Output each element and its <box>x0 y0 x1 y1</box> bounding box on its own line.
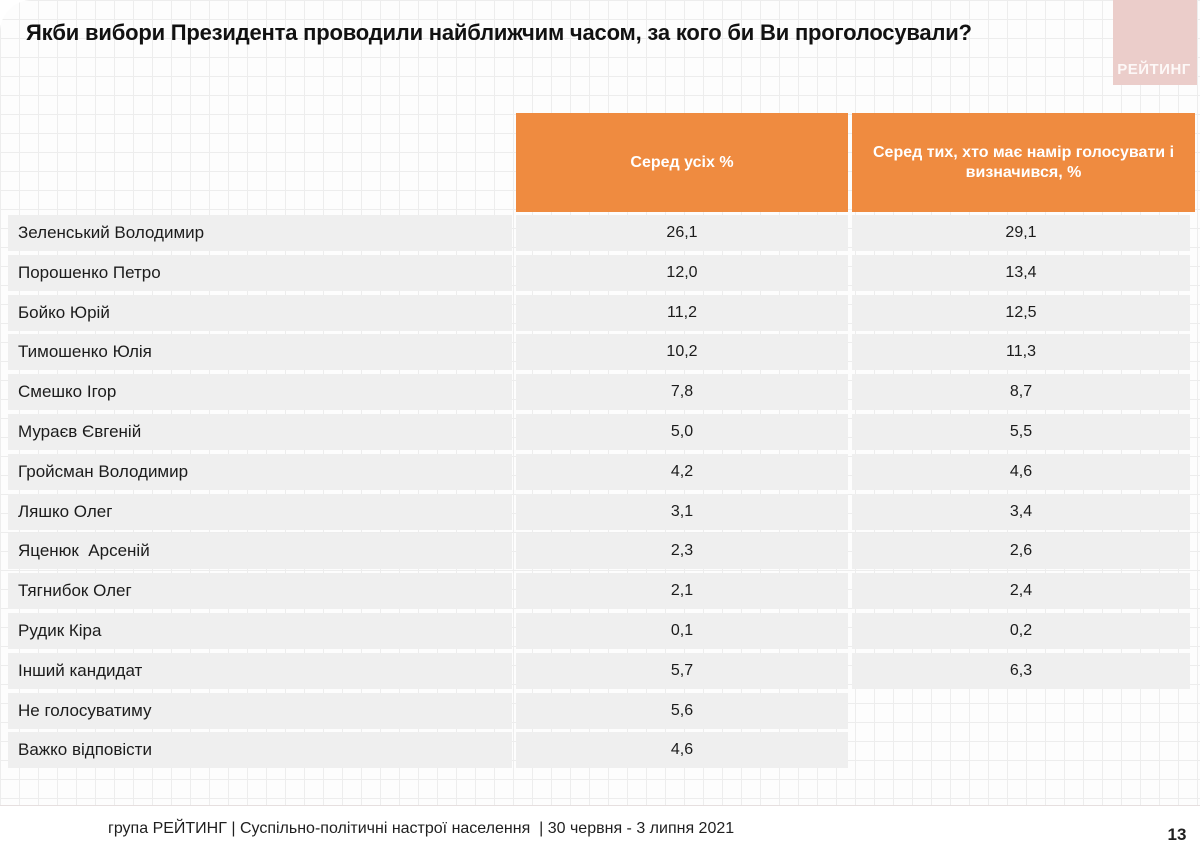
value-among-decided-cell <box>852 693 1190 729</box>
candidate-name-cell: Бойко Юрій <box>8 294 512 331</box>
value-among-decided-cell: 2,6 <box>852 533 1190 570</box>
table-rows: Зеленський Володимир 26,1 29,1 Порошенко Пе… <box>8 215 1190 772</box>
candidate-name-cell: Зеленський Володимир <box>8 215 512 251</box>
candidate-name-cell: Порошенко Петро <box>8 254 512 291</box>
value-among-decided-cell: 11,3 <box>852 334 1190 371</box>
value-among-all-cell: 7,8 <box>516 374 848 411</box>
table-row: Бойко Юрій 11,2 12,5 <box>8 294 1190 331</box>
table-row: Мураєв Євгеній 5,0 5,5 <box>8 413 1190 450</box>
column-header-among-decided: Серед тих, хто має намір голосувати і ви… <box>852 113 1195 212</box>
value-among-decided-cell: 0,2 <box>852 612 1190 649</box>
value-among-all-cell: 11,2 <box>516 294 848 331</box>
candidate-name-cell: Важко відповісти <box>8 732 512 769</box>
table-row: Рудик Кіра 0,1 0,2 <box>8 612 1190 649</box>
table-row: Не голосуватиму 5,6 <box>8 692 1190 729</box>
value-among-decided-cell: 5,5 <box>852 413 1190 450</box>
value-among-all-cell: 10,2 <box>516 334 848 371</box>
value-among-all-cell: 26,1 <box>516 215 848 251</box>
value-among-decided-cell <box>852 732 1190 768</box>
candidate-name-cell: Тягнибок Олег <box>8 573 512 610</box>
page-number: 13 <box>1167 825 1187 844</box>
table-row: Інший кандидат 5,7 6,3 <box>8 652 1190 689</box>
value-among-all-cell: 2,3 <box>516 533 848 570</box>
value-among-decided-cell: 13,4 <box>852 254 1190 291</box>
table-row: Ляшко Олег 3,1 3,4 <box>8 493 1190 530</box>
value-among-all-cell: 0,1 <box>516 612 848 649</box>
table-row: Яценюк Арсеній 2,3 2,6 <box>8 533 1190 570</box>
candidate-name-cell: Яценюк Арсеній <box>8 533 512 570</box>
table-row: Зеленський Володимир 26,1 29,1 <box>8 215 1190 251</box>
table-row: Смешко Ігор 7,8 8,7 <box>8 374 1190 411</box>
candidate-name-cell: Смешко Ігор <box>8 374 512 411</box>
table-row: Тимошенко Юлія 10,2 11,3 <box>8 334 1190 371</box>
value-among-all-cell: 5,6 <box>516 692 848 729</box>
table-row: Порошенко Петро 12,0 13,4 <box>8 254 1190 291</box>
value-among-decided-cell: 8,7 <box>852 374 1190 411</box>
value-among-decided-cell: 3,4 <box>852 493 1190 530</box>
table-row: Тягнибок Олег 2,1 2,4 <box>8 573 1190 610</box>
table-row: Гройсман Володимир 4,2 4,6 <box>8 453 1190 490</box>
candidate-name-cell: Інший кандидат <box>8 652 512 689</box>
candidate-name-cell: Рудик Кіра <box>8 612 512 649</box>
value-among-decided-cell: 6,3 <box>852 652 1190 689</box>
candidate-name-cell: Гройсман Володимир <box>8 453 512 490</box>
candidate-name-cell: Мураєв Євгеній <box>8 413 512 450</box>
candidate-name-cell: Тимошенко Юлія <box>8 334 512 371</box>
value-among-all-cell: 4,2 <box>516 453 848 490</box>
footer-source: група РЕЙТИНГ | Суспільно-політичні наст… <box>108 820 735 837</box>
rating-logo-text: РЕЙТИНГ <box>1117 61 1191 78</box>
value-among-decided-cell: 12,5 <box>852 294 1190 331</box>
value-among-decided-cell: 29,1 <box>852 215 1190 251</box>
value-among-all-cell: 3,1 <box>516 493 848 530</box>
value-among-all-cell: 4,6 <box>516 732 848 769</box>
value-among-all-cell: 5,0 <box>516 413 848 450</box>
value-among-all-cell: 2,1 <box>516 573 848 610</box>
value-among-all-cell: 12,0 <box>516 254 848 291</box>
page-title: Якби вибори Президента проводили найближ… <box>26 20 972 45</box>
value-among-decided-cell: 4,6 <box>852 453 1190 490</box>
column-header-among-all: Серед усіх % <box>516 113 848 212</box>
value-among-decided-cell: 2,4 <box>852 573 1190 610</box>
candidate-name-cell: Ляшко Олег <box>8 493 512 530</box>
table-row: Важко відповісти 4,6 <box>8 732 1190 769</box>
value-among-all-cell: 5,7 <box>516 652 848 689</box>
candidate-name-cell: Не голосуватиму <box>8 692 512 729</box>
rating-logo: РЕЙТИНГ <box>1113 0 1197 85</box>
